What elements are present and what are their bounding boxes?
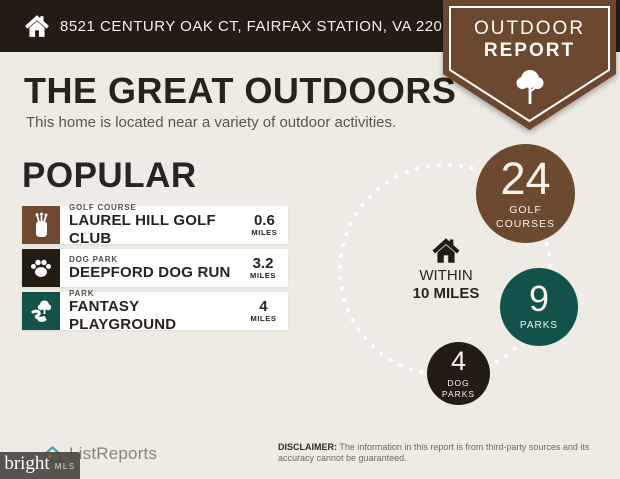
distance-unit: MILES bbox=[251, 228, 278, 238]
ribbon-shape bbox=[443, 0, 616, 130]
item-category: GOLF COURSE bbox=[69, 203, 137, 213]
stat-label: DOG PARKS bbox=[441, 377, 476, 399]
distance-value: 0.6 bbox=[253, 211, 275, 229]
badge-line2: REPORT bbox=[483, 39, 576, 61]
home-icon-center bbox=[432, 238, 460, 263]
golf-bag-icon bbox=[22, 206, 60, 244]
distance-value: 4 bbox=[259, 297, 268, 315]
item-name: LAUREL HILL GOLF CLUB bbox=[69, 212, 216, 247]
item-distance: 3.2 MILES bbox=[245, 249, 281, 287]
item-distance: 4 MILES bbox=[246, 292, 281, 330]
tree-icon bbox=[516, 70, 544, 104]
item-name: FANTASY PLAYGROUND bbox=[69, 298, 177, 333]
stat-value: 24 bbox=[500, 153, 551, 205]
list-item-text: DOG PARK DEEPFORD DOG RUN bbox=[60, 249, 231, 287]
stat-value: 4 bbox=[450, 345, 467, 376]
stat-value: 9 bbox=[528, 278, 550, 320]
stat-label: GOLF COURSES bbox=[496, 204, 555, 230]
stat-label: PARKS bbox=[519, 320, 559, 332]
brightmls-suffix: MLS bbox=[54, 462, 76, 471]
list-item-golf-course[interactable]: GOLF COURSE LAUREL HILL GOLF CLUB 0.6 MI… bbox=[22, 203, 288, 247]
disclaimer-body: The information in this report is from t… bbox=[278, 442, 590, 463]
item-category: PARK bbox=[69, 289, 95, 299]
stat-bubble-dog-parks: 4 DOG PARKS bbox=[427, 342, 490, 405]
list-item-dog-park[interactable]: DOG PARK DEEPFORD DOG RUN 3.2 MILES bbox=[22, 249, 288, 287]
badge-line1: OUTDOOR bbox=[473, 18, 586, 39]
distance-unit: MILES bbox=[250, 314, 277, 324]
list-item-text: GOLF COURSE LAUREL HILL GOLF CLUB bbox=[60, 203, 248, 247]
item-category: DOG PARK bbox=[69, 254, 118, 264]
stat-bubble-golf-courses: 24 GOLF COURSES bbox=[476, 144, 575, 243]
stat-bubble-parks: 9 PARKS bbox=[500, 268, 578, 346]
home-icon bbox=[25, 15, 49, 37]
paw-icon bbox=[22, 249, 60, 287]
brightmls-logo-text: bright ✶ bbox=[4, 453, 53, 474]
radius-center: WITHIN 10 MILES bbox=[398, 237, 494, 303]
distance-value: 3.2 bbox=[252, 254, 274, 272]
outdoor-report-badge: OUTDOOR REPORT bbox=[443, 0, 616, 132]
item-name: DEEPFORD DOG RUN bbox=[69, 263, 231, 281]
radius-label-distance: 10 MILES bbox=[412, 285, 480, 302]
popular-list: GOLF COURSE LAUREL HILL GOLF CLUB 0.6 MI… bbox=[22, 203, 288, 335]
list-item-park[interactable]: PARK FANTASY PLAYGROUND 4 MILES bbox=[22, 289, 288, 333]
listreports-logo-text: ListReports bbox=[69, 444, 158, 463]
distance-unit: MILES bbox=[250, 271, 276, 281]
page-subtitle: This home is located near a variety of o… bbox=[26, 114, 397, 131]
radius-label-within: WITHIN bbox=[419, 267, 473, 284]
page-title: THE GREAT OUTDOORS bbox=[24, 70, 457, 111]
badge-title: OUTDOOR REPORT bbox=[443, 18, 616, 62]
brightmls-star-icon: ✶ bbox=[46, 453, 53, 461]
brightmls-watermark: bright ✶ MLS bbox=[0, 452, 80, 479]
item-distance: 0.6 MILES bbox=[248, 206, 281, 244]
disclaimer-label: DISCLAIMER: bbox=[278, 442, 337, 452]
property-address: 8521 CENTURY OAK CT, FAIRFAX STATION, VA… bbox=[60, 17, 461, 35]
disclaimer-text: DISCLAIMER: The information in this repo… bbox=[278, 442, 608, 464]
list-item-text: PARK FANTASY PLAYGROUND bbox=[60, 289, 246, 333]
park-tree-icon bbox=[22, 292, 60, 330]
popular-heading: POPULAR bbox=[22, 156, 197, 195]
